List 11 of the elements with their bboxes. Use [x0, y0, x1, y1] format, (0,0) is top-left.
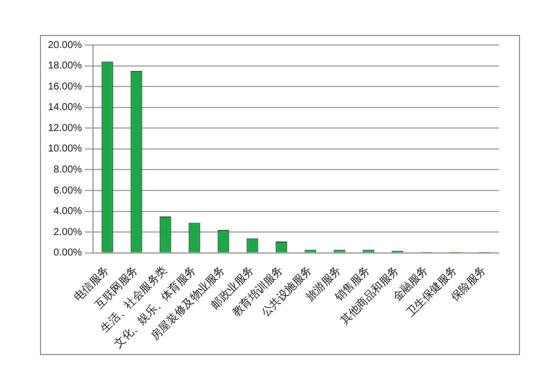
y-tick-label: 16.00%	[48, 81, 82, 92]
y-tick-label: 18.00%	[48, 60, 82, 72]
y-tick-label: 10.00%	[48, 144, 82, 155]
y-tick-label: 8.00%	[54, 164, 82, 176]
y-tick-label: 12.00%	[48, 122, 82, 134]
y-tick-label: 14.00%	[48, 102, 82, 114]
y-tick-label: 6.00%	[54, 185, 82, 196]
y-tick-label: 4.00%	[54, 206, 82, 218]
y-tick-label: 2.00%	[54, 226, 82, 238]
y-tick-label: 0.00%	[54, 248, 82, 259]
y-tick-label: 20.00%	[48, 40, 82, 51]
